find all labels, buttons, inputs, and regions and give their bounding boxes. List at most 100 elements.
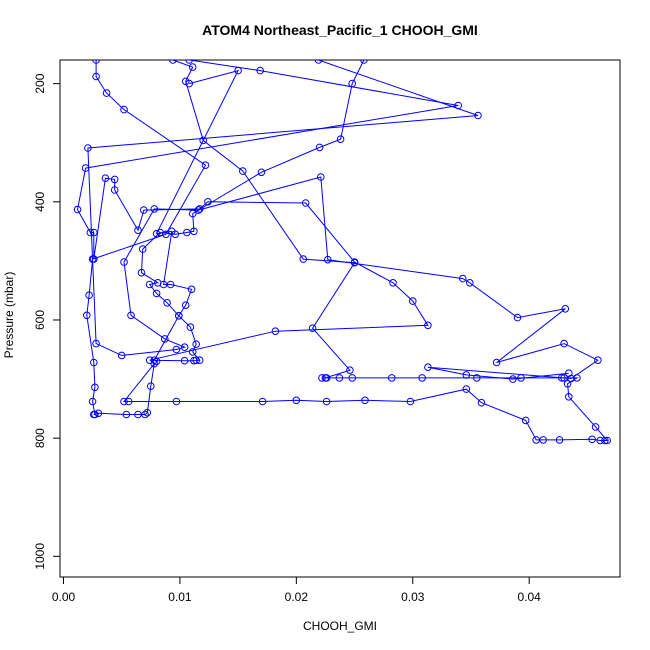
data-point xyxy=(188,348,197,356)
y-tick-label: 600 xyxy=(33,310,47,330)
data-point xyxy=(459,274,467,283)
data-point xyxy=(603,436,612,445)
x-axis-label: CHOOH_GMI xyxy=(303,619,377,633)
data-point xyxy=(462,385,471,393)
data-point xyxy=(90,228,98,237)
data-point xyxy=(258,397,267,406)
data-point xyxy=(473,374,481,382)
data-point xyxy=(513,313,522,322)
data-point xyxy=(335,374,344,382)
data-point xyxy=(301,199,310,207)
data-point xyxy=(324,255,332,264)
data-point xyxy=(601,436,609,445)
data-point xyxy=(424,321,432,330)
data-point xyxy=(256,66,265,75)
data-point xyxy=(152,357,161,366)
data-point xyxy=(83,311,91,320)
data-point xyxy=(73,205,82,214)
y-axis: 200 400 600 800 1000 xyxy=(33,73,61,570)
data-point xyxy=(462,371,471,379)
data-point xyxy=(183,228,191,237)
data-point xyxy=(120,105,128,114)
data-point xyxy=(88,397,97,406)
data-point xyxy=(188,63,197,71)
data-point xyxy=(361,396,369,405)
data-point xyxy=(84,144,92,152)
data-point xyxy=(509,375,517,383)
series-layer xyxy=(73,60,612,445)
data-point xyxy=(194,206,203,214)
plot-frame xyxy=(59,59,621,578)
data-point xyxy=(348,79,357,88)
data-point xyxy=(314,60,323,64)
data-point xyxy=(348,374,357,382)
data-point xyxy=(199,136,207,145)
data-point xyxy=(239,167,247,175)
y-tick-label: 200 xyxy=(33,73,47,93)
data-point xyxy=(257,168,266,177)
data-point xyxy=(143,408,152,417)
data-point xyxy=(588,435,596,444)
data-point xyxy=(117,351,126,360)
data-point xyxy=(137,268,146,277)
data-point xyxy=(122,410,131,419)
x-tick-label: 0.01 xyxy=(168,590,192,604)
data-point xyxy=(186,323,195,331)
data-point xyxy=(187,285,196,294)
data-point xyxy=(185,60,193,64)
data-point xyxy=(418,374,426,382)
data-point xyxy=(91,383,99,392)
data-point xyxy=(317,173,325,181)
data-point xyxy=(388,374,396,382)
data-point xyxy=(477,398,486,407)
series-line-2 xyxy=(76,60,459,362)
data-point xyxy=(424,363,432,372)
data-point xyxy=(120,258,128,266)
data-point xyxy=(145,280,154,289)
data-point xyxy=(110,175,119,184)
data-point xyxy=(360,60,368,64)
y-tick-label: 800 xyxy=(33,428,47,448)
x-tick-label: 0.04 xyxy=(518,590,542,604)
data-point xyxy=(94,409,103,418)
data-point xyxy=(563,380,572,388)
data-point xyxy=(101,174,110,182)
data-point xyxy=(124,397,133,406)
data-point xyxy=(474,111,482,120)
data-point xyxy=(141,410,149,419)
data-point xyxy=(299,255,308,263)
data-point xyxy=(346,366,354,375)
data-point xyxy=(234,66,242,75)
data-point xyxy=(90,255,98,263)
data-point xyxy=(204,198,212,206)
data-point xyxy=(336,135,345,143)
data-point xyxy=(565,393,573,401)
data-point xyxy=(127,311,135,320)
x-tick-label: 0.00 xyxy=(52,590,76,604)
data-point xyxy=(185,79,193,88)
data-point xyxy=(271,327,280,336)
y-tick-label: 1000 xyxy=(33,543,47,570)
data-point xyxy=(120,397,128,406)
data-point xyxy=(561,305,570,313)
data-point xyxy=(147,382,155,391)
data-point xyxy=(90,410,98,419)
data-point xyxy=(92,60,100,64)
data-point xyxy=(308,324,317,333)
data-point xyxy=(86,228,95,237)
data-point xyxy=(172,397,181,406)
data-point xyxy=(192,356,200,365)
x-tick-label: 0.02 xyxy=(285,590,309,604)
data-point xyxy=(134,226,142,234)
series-line-4 xyxy=(153,69,240,362)
data-point xyxy=(180,356,189,365)
data-point xyxy=(181,301,190,310)
x-tick-label: 0.03 xyxy=(401,590,425,604)
data-point xyxy=(201,161,210,169)
data-point xyxy=(92,339,100,348)
data-point xyxy=(175,312,183,320)
data-point xyxy=(102,89,111,97)
data-point xyxy=(565,369,573,378)
data-point xyxy=(169,60,177,64)
